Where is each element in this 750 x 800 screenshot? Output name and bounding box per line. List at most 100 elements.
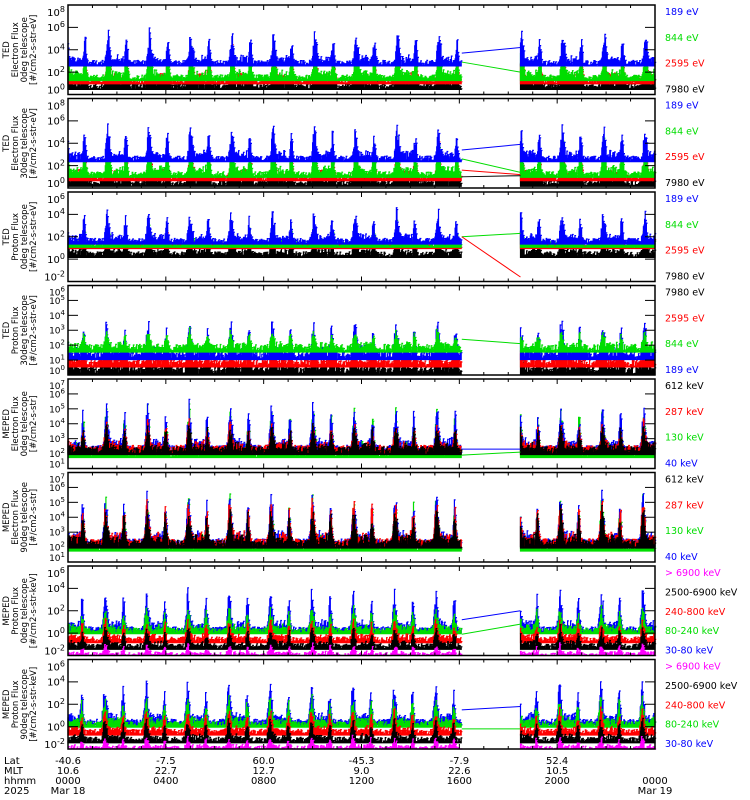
legend-entry: 2595 eV xyxy=(665,313,705,324)
y-tick-label: 104 xyxy=(47,43,65,57)
gap-line xyxy=(461,338,521,345)
y-tick-label: 108 xyxy=(47,5,65,19)
gap-line xyxy=(461,169,521,176)
y-tick-label: 100 xyxy=(47,626,65,640)
legend-entry: 30-80 keV xyxy=(665,646,714,657)
y-axis-label-line: MEPED xyxy=(2,408,12,438)
y-tick-label: 104 xyxy=(49,511,65,524)
y-tick-label: 104 xyxy=(47,581,65,595)
y-tick-label: 103 xyxy=(49,324,65,337)
y-tick-label: 102 xyxy=(47,604,65,618)
x-time-label: 2000 xyxy=(544,776,569,787)
legend-entry: > 6900 keV xyxy=(665,662,721,673)
x-mlt-label: 22.7 xyxy=(155,766,177,777)
y-axis-label-line: TED xyxy=(2,134,12,153)
legend-entry: 80-240 keV xyxy=(665,626,720,637)
panel-5-traces xyxy=(67,398,657,459)
x-lat-label: -40.6 xyxy=(55,756,81,767)
y-axis-label-line: 90deg telescope xyxy=(20,482,30,553)
y-tick-label: 106 xyxy=(47,660,65,674)
legend-entry: 189 eV xyxy=(665,365,699,376)
x-time-label: 0000 xyxy=(55,776,80,787)
legend-entry: 844 eV xyxy=(665,33,699,44)
y-axis-label: TEDElectron Flux30deg telescope[#/cm2-s-… xyxy=(2,108,39,179)
y-axis-label-line: Proton Flux xyxy=(11,587,21,635)
series-844-ev xyxy=(67,326,657,353)
y-tick-label: 102 xyxy=(47,230,65,244)
series-189-ev xyxy=(67,207,657,245)
y-tick-label: 108 xyxy=(47,99,65,113)
y-tick-label: 106 xyxy=(47,566,65,580)
y-axis-label-line: [#/cm2-s-str-eV] xyxy=(29,15,39,85)
legend-entry: 40 keV xyxy=(665,459,698,470)
y-axis-label: MEPEDProton Flux0deg telescope[#/cm2-s-s… xyxy=(2,573,39,648)
series-189-ev xyxy=(67,320,657,361)
legend-entry: 130 keV xyxy=(665,433,704,444)
y-tick-label: 100 xyxy=(49,364,65,377)
y-axis-label-line: Electron Flux xyxy=(11,396,21,451)
y-tick-label: 104 xyxy=(47,136,65,150)
gap-line xyxy=(461,623,521,635)
series-189-ev xyxy=(67,27,657,67)
legend-entry: 844 eV xyxy=(665,126,699,137)
y-tick-label: 100 xyxy=(47,83,65,97)
series-189-ev xyxy=(67,123,657,163)
y-tick-label: 104 xyxy=(47,675,65,689)
legend-entry: 7980 eV xyxy=(665,178,705,189)
y-axis-label: MEPEDElectron Flux0deg telescope[#/cm2-s… xyxy=(2,391,39,456)
y-axis-label-line: 0deg telescope xyxy=(20,204,30,269)
y-tick-label: 104 xyxy=(47,207,65,221)
y-tick-label: 105 xyxy=(49,294,65,307)
y-axis-label-line: TED xyxy=(2,41,12,60)
y-axis-label-line: 90deg telescope xyxy=(20,669,30,740)
y-tick-label: 107 xyxy=(49,379,65,392)
y-axis-label-line: Proton Flux xyxy=(11,306,21,354)
legend-entry: 30-80 keV xyxy=(665,739,714,750)
y-axis-label-line: [#/cm2-s-str] xyxy=(29,395,39,452)
panel-4-traces xyxy=(67,320,657,375)
legend-entry: 2500-6900 keV xyxy=(665,681,738,692)
y-tick-label: 103 xyxy=(49,432,65,445)
legend-entry: 240-800 keV xyxy=(665,607,726,618)
y-axis-label-line: Proton Flux xyxy=(11,680,21,728)
y-tick-label: 102 xyxy=(49,541,65,554)
legend-entry: 240-800 keV xyxy=(665,700,726,711)
gap-line xyxy=(461,175,521,178)
panel-6-traces xyxy=(67,489,657,552)
legend-entry: 844 eV xyxy=(665,339,699,350)
y-tick-label: 106 xyxy=(49,286,65,299)
y-axis-label-line: TED xyxy=(2,228,12,247)
y-tick-label: 106 xyxy=(49,387,65,400)
legend-entry: 844 eV xyxy=(665,220,699,231)
x-date-label: Mar 18 xyxy=(51,786,86,797)
x-lat-label: -7.9 xyxy=(450,756,470,767)
y-axis-label-line: [#/cm2-s-str-eV] xyxy=(29,108,39,178)
gap-line xyxy=(461,705,521,711)
panel-1-traces xyxy=(67,27,657,90)
y-axis-label-line: [#/cm2-s-str-keV] xyxy=(29,667,39,742)
y-tick-label: 106 xyxy=(47,192,65,206)
y-tick-label: 101 xyxy=(49,551,65,564)
x-row-label: 2025 xyxy=(4,786,29,797)
y-tick-label: 105 xyxy=(49,402,65,415)
panel-8-traces xyxy=(67,680,657,750)
y-tick-label: 100 xyxy=(47,252,65,266)
y-axis-label-line: 30deg telescope xyxy=(20,295,30,366)
y-axis-label-line: 0deg telescope xyxy=(20,578,30,643)
x-row-label: MLT xyxy=(4,766,24,777)
x-lat-label: -7.5 xyxy=(156,756,176,767)
legend-entry: 189 eV xyxy=(665,7,699,18)
legend-entry: 612 keV xyxy=(665,475,704,486)
panel-2-traces xyxy=(67,123,657,187)
legend-entry: 2595 eV xyxy=(665,59,705,70)
y-tick-label: 102 xyxy=(49,447,65,460)
y-tick-label: 101 xyxy=(49,458,65,471)
legend-entry: 7980 eV xyxy=(665,85,705,96)
legend-entry: 2500-6900 keV xyxy=(665,587,738,598)
y-tick-label: 10-2 xyxy=(44,737,65,751)
